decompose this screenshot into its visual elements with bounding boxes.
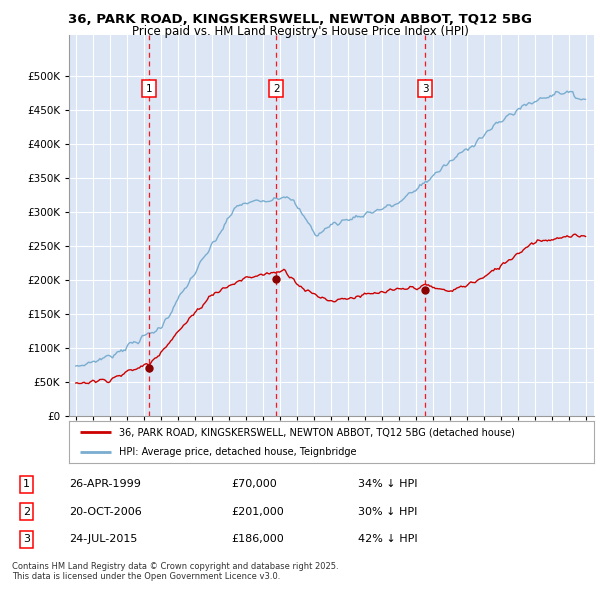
Text: 36, PARK ROAD, KINGSKERSWELL, NEWTON ABBOT, TQ12 5BG: 36, PARK ROAD, KINGSKERSWELL, NEWTON ABB… [68,13,532,26]
Text: 26-APR-1999: 26-APR-1999 [70,480,142,490]
Text: 20-OCT-2006: 20-OCT-2006 [70,507,142,517]
Text: 2: 2 [23,507,30,517]
Text: 1: 1 [146,84,152,94]
Text: 34% ↓ HPI: 34% ↓ HPI [358,480,417,490]
Text: 3: 3 [23,534,30,544]
Text: 1: 1 [23,480,30,490]
Text: 24-JUL-2015: 24-JUL-2015 [70,534,138,544]
Text: £186,000: £186,000 [231,534,284,544]
Text: 2: 2 [273,84,280,94]
Text: Contains HM Land Registry data © Crown copyright and database right 2025.
This d: Contains HM Land Registry data © Crown c… [12,562,338,581]
Text: Price paid vs. HM Land Registry's House Price Index (HPI): Price paid vs. HM Land Registry's House … [131,25,469,38]
Text: 30% ↓ HPI: 30% ↓ HPI [358,507,417,517]
Text: 42% ↓ HPI: 42% ↓ HPI [358,534,417,544]
Text: £70,000: £70,000 [231,480,277,490]
Text: HPI: Average price, detached house, Teignbridge: HPI: Average price, detached house, Teig… [119,447,356,457]
Text: 3: 3 [422,84,428,94]
Text: 36, PARK ROAD, KINGSKERSWELL, NEWTON ABBOT, TQ12 5BG (detached house): 36, PARK ROAD, KINGSKERSWELL, NEWTON ABB… [119,427,515,437]
Text: £201,000: £201,000 [231,507,284,517]
